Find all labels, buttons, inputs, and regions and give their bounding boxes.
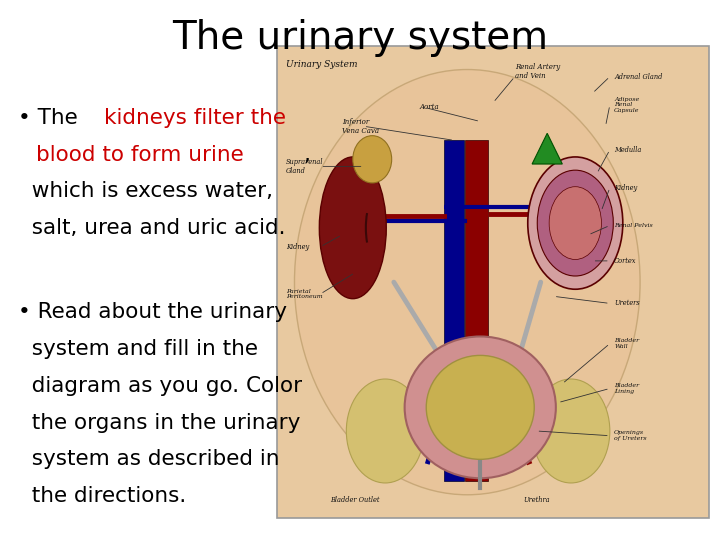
Text: • The: • The bbox=[18, 108, 85, 128]
Ellipse shape bbox=[405, 336, 556, 478]
Ellipse shape bbox=[426, 355, 534, 460]
Text: kidneys filter the: kidneys filter the bbox=[104, 108, 286, 128]
Text: Bladder
Wall: Bladder Wall bbox=[614, 338, 639, 349]
Text: Parietal
Peritoneum: Parietal Peritoneum bbox=[286, 288, 323, 299]
Ellipse shape bbox=[549, 187, 601, 259]
Text: which is excess water,: which is excess water, bbox=[18, 181, 273, 201]
Text: Urethra: Urethra bbox=[523, 496, 549, 504]
Text: system and fill in the: system and fill in the bbox=[18, 339, 258, 359]
Text: salt, urea and uric acid.: salt, urea and uric acid. bbox=[18, 218, 286, 238]
Text: Bladder Outlet: Bladder Outlet bbox=[330, 496, 379, 504]
Text: • Read about the urinary: • Read about the urinary bbox=[18, 302, 287, 322]
Text: Suprarenal
Gland: Suprarenal Gland bbox=[286, 158, 323, 175]
Text: Bladder
Lining: Bladder Lining bbox=[614, 383, 639, 394]
Text: Adrenal Gland: Adrenal Gland bbox=[614, 72, 662, 80]
Text: Urinary System: Urinary System bbox=[286, 60, 357, 69]
Text: the directions.: the directions. bbox=[18, 486, 186, 506]
Ellipse shape bbox=[353, 136, 392, 183]
Text: Kidney: Kidney bbox=[286, 242, 309, 251]
Ellipse shape bbox=[528, 157, 623, 289]
Text: Renal Pelvis: Renal Pelvis bbox=[614, 223, 653, 228]
Text: ,: , bbox=[304, 145, 311, 165]
Ellipse shape bbox=[532, 379, 610, 483]
Text: blood to form urine: blood to form urine bbox=[36, 145, 243, 165]
Text: Openings
of Ureters: Openings of Ureters bbox=[614, 430, 647, 441]
Bar bbox=[465, 140, 487, 481]
Text: the organs in the urinary: the organs in the urinary bbox=[18, 413, 300, 433]
FancyBboxPatch shape bbox=[277, 46, 709, 518]
Polygon shape bbox=[532, 133, 562, 164]
Text: diagram as you go. Color: diagram as you go. Color bbox=[18, 376, 302, 396]
Ellipse shape bbox=[320, 157, 387, 299]
Ellipse shape bbox=[537, 170, 613, 276]
Ellipse shape bbox=[346, 379, 424, 483]
Bar bbox=[444, 140, 464, 481]
Text: Inferior
Vena Cava: Inferior Vena Cava bbox=[342, 118, 379, 135]
Text: Adipose
Renal
Capsule: Adipose Renal Capsule bbox=[614, 97, 639, 113]
Text: The urinary system: The urinary system bbox=[172, 19, 548, 57]
Text: Ureters: Ureters bbox=[614, 299, 640, 307]
Text: Aorta: Aorta bbox=[420, 103, 439, 111]
Ellipse shape bbox=[294, 70, 640, 495]
Text: system as described in: system as described in bbox=[18, 449, 279, 469]
Text: Medulla: Medulla bbox=[614, 146, 642, 154]
Text: Kidney: Kidney bbox=[614, 184, 637, 192]
Text: Renal Artery
and Vein: Renal Artery and Vein bbox=[515, 63, 560, 80]
Text: Cortex: Cortex bbox=[614, 257, 636, 265]
